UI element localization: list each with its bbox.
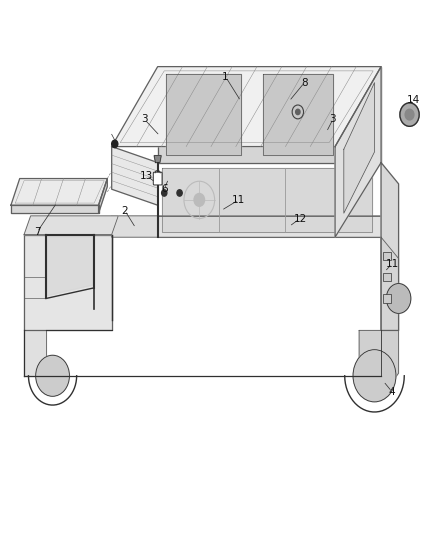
Polygon shape [24,235,112,330]
Text: 13: 13 [140,171,153,181]
FancyBboxPatch shape [153,172,162,185]
Circle shape [400,103,419,126]
Bar [383,294,391,303]
Text: 11: 11 [385,259,399,269]
Polygon shape [11,205,99,213]
Circle shape [386,284,411,313]
Text: 14: 14 [407,95,420,105]
Polygon shape [263,74,333,155]
Text: 7: 7 [34,227,41,237]
Text: 8: 8 [301,78,308,87]
Polygon shape [112,147,158,205]
Polygon shape [24,330,46,376]
Text: 3: 3 [141,115,148,124]
Text: 12: 12 [293,214,307,223]
Polygon shape [112,216,399,237]
Polygon shape [99,179,107,213]
Text: 3: 3 [329,115,336,124]
Circle shape [177,190,182,196]
Polygon shape [166,74,241,155]
Polygon shape [11,179,107,205]
Polygon shape [381,237,399,330]
Polygon shape [154,156,161,163]
Polygon shape [381,163,399,330]
Polygon shape [112,67,381,147]
Circle shape [35,356,69,397]
Text: 1: 1 [222,72,229,82]
Circle shape [112,140,118,148]
Text: 4: 4 [389,387,396,397]
Bar [383,273,391,281]
Polygon shape [162,168,372,232]
Circle shape [405,109,414,120]
Text: 11: 11 [232,195,245,205]
Polygon shape [24,216,118,235]
Polygon shape [335,67,381,237]
Text: 2: 2 [121,206,128,215]
Circle shape [353,350,396,402]
Polygon shape [344,83,374,213]
Circle shape [162,190,167,196]
Polygon shape [359,330,399,394]
Circle shape [296,109,300,115]
Circle shape [194,193,205,206]
Polygon shape [47,237,93,296]
Polygon shape [158,67,381,163]
Text: 6: 6 [161,184,168,194]
Polygon shape [158,216,381,237]
Bar [383,252,391,260]
